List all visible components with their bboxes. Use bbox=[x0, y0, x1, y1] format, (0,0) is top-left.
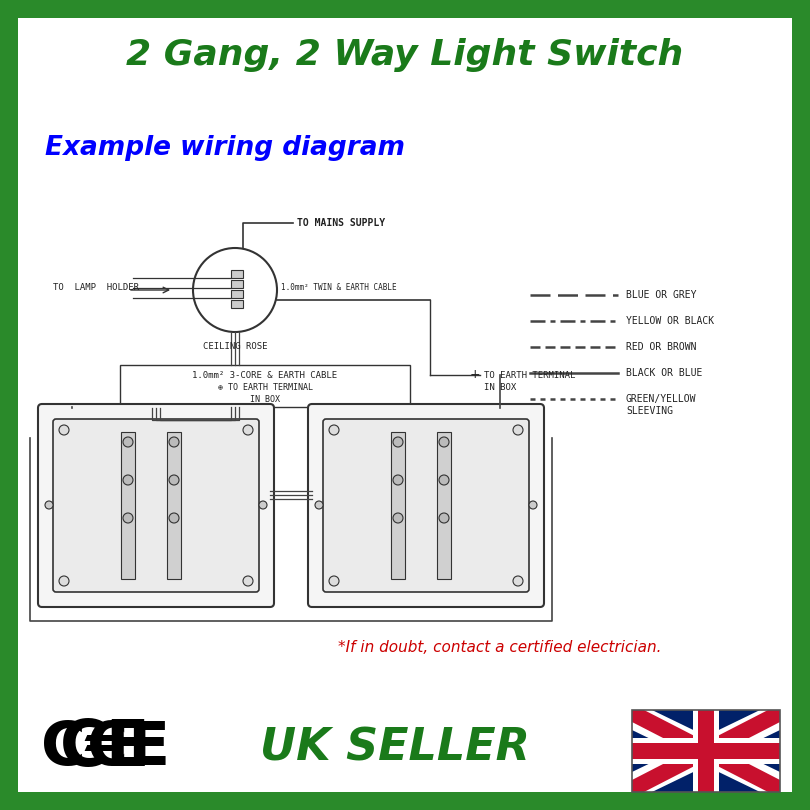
Text: TO MAINS SUPPLY: TO MAINS SUPPLY bbox=[297, 218, 385, 228]
Circle shape bbox=[169, 475, 179, 485]
Text: GREEN/YELLOW: GREEN/YELLOW bbox=[626, 394, 697, 404]
Circle shape bbox=[329, 576, 339, 586]
Circle shape bbox=[123, 513, 133, 523]
Text: +: + bbox=[470, 369, 480, 382]
Circle shape bbox=[123, 475, 133, 485]
Circle shape bbox=[393, 437, 403, 447]
Text: TO EARTH TERMINAL: TO EARTH TERMINAL bbox=[484, 370, 575, 380]
Bar bbox=[391, 432, 405, 579]
FancyBboxPatch shape bbox=[53, 419, 259, 592]
Circle shape bbox=[243, 425, 253, 435]
Circle shape bbox=[329, 425, 339, 435]
Circle shape bbox=[59, 425, 69, 435]
Polygon shape bbox=[632, 710, 780, 792]
Text: UK SELLER: UK SELLER bbox=[260, 727, 530, 770]
Bar bbox=[698, 710, 714, 792]
FancyBboxPatch shape bbox=[323, 419, 529, 592]
Bar bbox=[632, 710, 780, 792]
Text: ⊕ TO EARTH TERMINAL: ⊕ TO EARTH TERMINAL bbox=[218, 383, 313, 393]
Bar bbox=[693, 710, 719, 792]
Circle shape bbox=[45, 501, 53, 509]
Text: YELLOW OR BLACK: YELLOW OR BLACK bbox=[626, 316, 714, 326]
Circle shape bbox=[439, 475, 449, 485]
FancyBboxPatch shape bbox=[38, 404, 274, 607]
Text: CE: CE bbox=[60, 717, 150, 779]
Polygon shape bbox=[632, 710, 780, 792]
Text: *If in doubt, contact a certified electrician.: *If in doubt, contact a certified electr… bbox=[339, 641, 662, 655]
Circle shape bbox=[513, 425, 523, 435]
Circle shape bbox=[259, 501, 267, 509]
Bar bbox=[632, 743, 780, 759]
Bar bbox=[167, 432, 181, 579]
Circle shape bbox=[59, 576, 69, 586]
Circle shape bbox=[393, 475, 403, 485]
Text: Example wiring diagram: Example wiring diagram bbox=[45, 135, 405, 161]
Bar bbox=[231, 290, 243, 298]
Circle shape bbox=[529, 501, 537, 509]
FancyBboxPatch shape bbox=[308, 404, 544, 607]
Circle shape bbox=[439, 513, 449, 523]
Text: SLEEVING: SLEEVING bbox=[626, 406, 673, 416]
Polygon shape bbox=[632, 710, 780, 792]
Circle shape bbox=[439, 437, 449, 447]
Circle shape bbox=[393, 513, 403, 523]
Text: IN BOX: IN BOX bbox=[250, 394, 280, 403]
Circle shape bbox=[169, 513, 179, 523]
Bar bbox=[632, 710, 780, 792]
Text: 1.0mm² TWIN & EARTH CABLE: 1.0mm² TWIN & EARTH CABLE bbox=[281, 283, 397, 292]
Text: CEILING ROSE: CEILING ROSE bbox=[202, 342, 267, 351]
Text: TO  LAMP  HOLDER: TO LAMP HOLDER bbox=[53, 284, 139, 292]
Bar bbox=[120, 365, 410, 407]
Bar bbox=[231, 280, 243, 288]
Circle shape bbox=[169, 437, 179, 447]
Text: 2 Gang, 2 Way Light Switch: 2 Gang, 2 Way Light Switch bbox=[126, 38, 684, 72]
Bar bbox=[231, 270, 243, 278]
Bar bbox=[437, 432, 451, 579]
Bar bbox=[231, 300, 243, 308]
Text: 1.0mm² 3-CORE & EARTH CABLE: 1.0mm² 3-CORE & EARTH CABLE bbox=[193, 370, 338, 380]
Text: RED OR BROWN: RED OR BROWN bbox=[626, 342, 697, 352]
Text: BLUE OR GREY: BLUE OR GREY bbox=[626, 290, 697, 300]
Bar bbox=[121, 432, 135, 579]
Text: C€E: C€E bbox=[40, 718, 169, 778]
Circle shape bbox=[243, 576, 253, 586]
Bar bbox=[632, 738, 780, 764]
Circle shape bbox=[513, 576, 523, 586]
Text: IN BOX: IN BOX bbox=[484, 383, 516, 393]
Text: BLACK OR BLUE: BLACK OR BLUE bbox=[626, 368, 702, 378]
Circle shape bbox=[315, 501, 323, 509]
Polygon shape bbox=[632, 710, 780, 792]
Circle shape bbox=[123, 437, 133, 447]
